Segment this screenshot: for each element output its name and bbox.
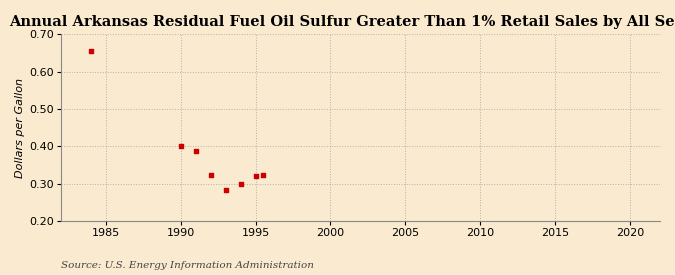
Point — [190, 149, 201, 153]
Text: Source: U.S. Energy Information Administration: Source: U.S. Energy Information Administ… — [61, 260, 314, 270]
Point — [205, 173, 216, 178]
Point — [258, 173, 269, 178]
Y-axis label: Dollars per Gallon: Dollars per Gallon — [15, 78, 25, 178]
Point — [220, 188, 231, 192]
Point — [86, 49, 97, 53]
Point — [250, 174, 261, 178]
Point — [176, 144, 186, 148]
Title: Annual Arkansas Residual Fuel Oil Sulfur Greater Than 1% Retail Sales by All Sel: Annual Arkansas Residual Fuel Oil Sulfur… — [9, 15, 675, 29]
Point — [235, 182, 246, 187]
